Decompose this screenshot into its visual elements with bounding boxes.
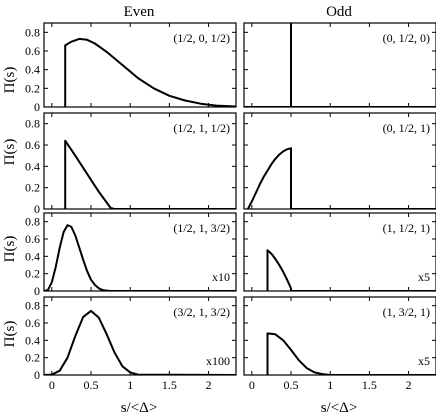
series-line-even-row-1 (64, 37, 236, 107)
panel-odd-row-1: (0, 1/2, 0) (243, 22, 436, 108)
scale-note-odd-row-3: x5 (418, 270, 430, 284)
x-axis-label-even: s/<Δ> (121, 400, 158, 416)
panel-even-row-4: 0 0.2 0.4 0.6 0.8 0 0.5 1 1.5 2 (3/2, 1, 3/2) x100 (25, 296, 237, 392)
x-tick-label: 0 (249, 378, 255, 392)
y-axis-label-row-3: Π(s) (2, 236, 18, 263)
panel-annotation-even-row-1: (1/2, 0, 1/2) (173, 31, 230, 45)
panel-even-row-1: 0 0.2 0.4 0.6 0.8 (1/2, 0, 1/2) (25, 22, 237, 114)
panel-odd-row-3: (1, 1/2, 1) x5 (243, 212, 436, 292)
y-tick-label: 0.2 (25, 351, 40, 365)
panel-odd-row-2: (0, 1/2, 1) (243, 112, 436, 210)
y-tick-label: 0.2 (25, 267, 40, 281)
y-tick-label: 0 (34, 100, 40, 114)
series-line-even-row-3 (44, 224, 236, 291)
series-line-even-row-4 (44, 309, 236, 375)
y-axis-label-row-2: Π(s) (2, 139, 18, 166)
panel-annotation-odd-row-4: (1, 3/2, 1) (383, 305, 430, 319)
scale-note-even-row-4: x100 (206, 354, 230, 368)
panel-annotation-odd-row-1: (0, 1/2, 0) (383, 31, 430, 45)
panel-annotation-even-row-4: (3/2, 1, 3/2) (173, 305, 230, 319)
panel-frame-even-row-1 (43, 22, 237, 108)
y-tick-label: 0.2 (25, 81, 40, 95)
y-tick-label: 0.2 (25, 181, 40, 195)
x-tick-label: 0 (49, 378, 55, 392)
x-tick-label: 2 (406, 378, 412, 392)
x-tick-label: 2 (206, 378, 212, 392)
panel-annotation-even-row-2: (1/2, 1, 1/2) (173, 121, 230, 135)
y-axis-label-row-4: Π(s) (2, 321, 18, 348)
y-tick-label: 0 (34, 202, 40, 216)
y-tick-label: 0.4 (25, 333, 40, 347)
y-tick-label: 0.6 (25, 316, 40, 330)
y-tick-label: 0.6 (25, 138, 40, 152)
y-tick-label: 0 (34, 284, 40, 298)
y-tick-label: 0.4 (25, 159, 40, 173)
x-tick-label: 0.5 (84, 378, 99, 392)
scale-note-even-row-3: x10 (212, 270, 230, 284)
x-tick-label: 1 (127, 378, 133, 392)
y-tick-label: 0.8 (25, 215, 40, 229)
column-title-even: Even (124, 4, 155, 20)
x-tick-label: 1.5 (362, 378, 377, 392)
series-line-odd-row-2 (247, 147, 436, 209)
x-axis-label-odd: s/<Δ> (321, 400, 358, 416)
panel-annotation-odd-row-2: (0, 1/2, 1) (383, 121, 430, 135)
panel-annotation-even-row-3: (1/2, 1, 3/2) (173, 221, 230, 235)
y-tick-label: 0.6 (25, 44, 40, 58)
y-tick-label: 0.4 (25, 63, 40, 77)
series-line-odd-row-4 (266, 332, 436, 375)
scale-note-odd-row-4: x5 (418, 354, 430, 368)
x-tick-label: 0.5 (284, 378, 299, 392)
y-tick-label: 0.6 (25, 232, 40, 246)
column-title-odd: Odd (326, 4, 352, 20)
y-tick-label: 0.8 (25, 25, 40, 39)
y-tick-label: 0.8 (25, 299, 40, 313)
x-tick-label: 1 (327, 378, 333, 392)
panel-odd-row-4: 0 0.5 1 1.5 2 (1, 3/2, 1) x5 (243, 296, 436, 392)
y-axis-label-row-1: Π(s) (2, 67, 18, 94)
y-tick-label: 0.4 (25, 249, 40, 263)
y-tick-label: 0.8 (25, 117, 40, 131)
series-line-odd-row-3 (266, 249, 436, 291)
y-tick-label: 0 (34, 368, 40, 382)
series-line-even-row-2 (64, 139, 236, 209)
panel-even-row-2: 0 0.2 0.4 0.6 0.8 (1/2, 1, 1/2) (25, 112, 237, 216)
panels-group: 00.20.40.60.8 (1/2, 0, 1/2) (0, 1/2, 0)00.… (25, 22, 436, 392)
x-tick-label: 1.5 (162, 378, 177, 392)
panel-even-row-3: 0 0.2 0.4 0.6 0.8 (1/2, 1, 3/2) x10 (25, 212, 237, 298)
panel-annotation-odd-row-3: (1, 1/2, 1) (383, 221, 430, 235)
